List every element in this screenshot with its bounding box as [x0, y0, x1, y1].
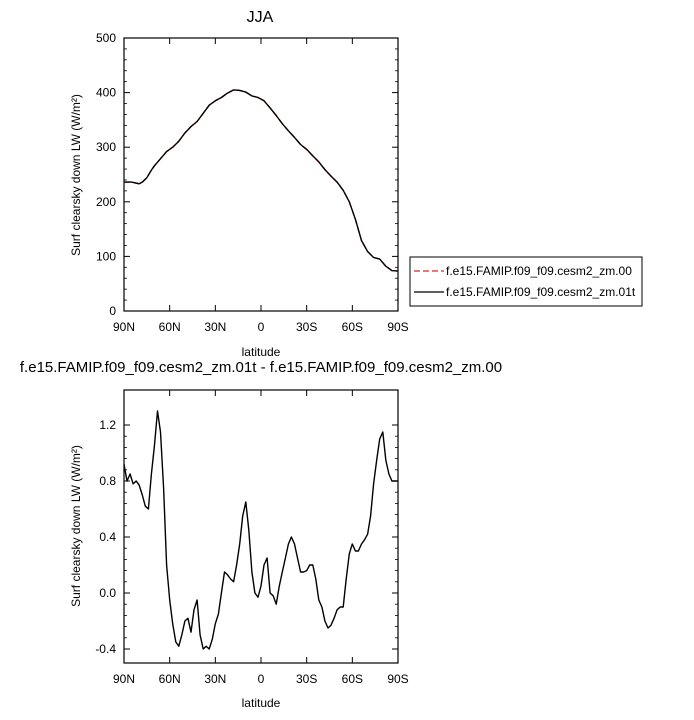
upper-x-tick-label: 30N [204, 320, 226, 334]
upper-y-tick-label: 100 [96, 249, 116, 263]
upper-x-axis: 90N 60N 30N 0 30S 60S 90S [113, 38, 409, 334]
lower-x-tick-label: 30S [296, 672, 317, 686]
lower-y-tick-label: 0.4 [99, 530, 116, 544]
upper-y-tick-label: 0 [109, 304, 116, 318]
upper-x-axis-label: latitude [242, 345, 281, 359]
upper-y-tick-label: 500 [96, 31, 116, 45]
lower-x-tick-label: 60S [342, 672, 363, 686]
lower-y-tick-label: -0.4 [95, 642, 116, 656]
lower-y-tick-label: 0.8 [99, 474, 116, 488]
upper-y-tick-label: 300 [96, 140, 116, 154]
upper-y-axis-label: Surf clearsky down LW (W/m²) [69, 94, 83, 256]
legend-box [409, 256, 643, 307]
upper-y-axis: 0 100 200 300 400 500 [96, 31, 398, 318]
lower-y-axis: -0.4 0.0 0.4 0.8 1.2 [95, 418, 398, 656]
lower-y-tick-label: 1.2 [99, 418, 116, 432]
upper-series-lines [124, 89, 399, 272]
lower-x-axis-label: latitude [242, 696, 281, 710]
upper-x-tick-label: 90S [387, 320, 408, 334]
upper-y-tick-label: 200 [96, 195, 116, 209]
lower-x-tick-label: 90S [387, 672, 408, 686]
lower-y-axis-label: Surf clearsky down LW (W/m²) [69, 445, 83, 607]
upper-chart-title: JJA [247, 9, 274, 26]
lower-y-tick-label: 0.0 [99, 586, 116, 600]
legend-label-series-0: f.e15.FAMIP.f09_f09.cesm2_zm.00 [446, 264, 632, 278]
lower-series-line-0 [123, 410, 398, 650]
upper-x-tick-label: 60N [159, 320, 181, 334]
upper-x-tick-label: 30S [296, 320, 317, 334]
upper-y-tick-label: 400 [96, 86, 116, 100]
lower-series-lines [123, 410, 398, 650]
lower-chart-title: f.e15.FAMIP.f09_f09.cesm2_zm.01t - f.e15… [20, 359, 502, 376]
upper-series-line-0 [124, 89, 399, 272]
upper-series-line-1 [124, 89, 399, 272]
upper-x-tick-label: 0 [258, 320, 265, 334]
upper-plot-frame [123, 37, 399, 312]
lower-x-tick-label: 90N [113, 672, 135, 686]
upper-x-tick-label: 90N [113, 320, 135, 334]
legend-label-series-1: f.e15.FAMIP.f09_f09.cesm2_zm.01t [446, 285, 636, 299]
upper-x-tick-label: 60S [342, 320, 363, 334]
lower-x-tick-label: 60N [159, 672, 181, 686]
lower-x-tick-label: 30N [204, 672, 226, 686]
lower-x-axis: 90N 60N 30N 0 30S 60S 90S [113, 390, 409, 686]
upper-panel: JJA 0 100 200 300 400 500 90N 60N 30N 0 30S 60S 90S… [69, 9, 643, 359]
lower-panel: f.e15.FAMIP.f09_f09.cesm2_zm.01t - f.e15… [20, 359, 502, 710]
lower-x-tick-label: 0 [258, 672, 265, 686]
